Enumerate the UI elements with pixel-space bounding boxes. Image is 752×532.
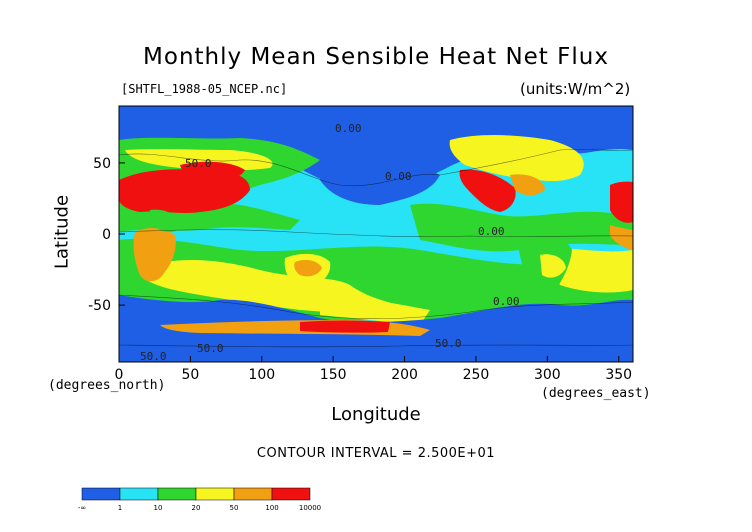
tibet-red: [180, 161, 245, 181]
australia-orange: [294, 260, 322, 277]
file-label: [SHTFL_1988-05_NCEP.nc]: [121, 82, 288, 96]
antarctica-blue: [119, 335, 633, 362]
x-tick-label: 150: [320, 367, 347, 383]
x-axis-label: Longitude: [331, 404, 421, 425]
colorbar-label: -∞: [78, 504, 86, 512]
contour-label: 50.0: [197, 342, 224, 355]
colorbar: -∞ 1 10 20 50 100 10000: [78, 487, 321, 512]
contour-label: 50.0: [185, 157, 212, 170]
y-axis-ticks: 50 0 -50: [88, 156, 125, 314]
contour-label: 0.00: [478, 225, 505, 238]
colorbar-swatch: [157, 487, 197, 501]
x-tick-label: 250: [463, 367, 490, 383]
x-axis-unit: (degrees_east): [541, 386, 651, 401]
x-tick-label: 100: [248, 367, 275, 383]
south-pacific-yellow: [320, 298, 430, 325]
colorbar-swatch: [233, 487, 273, 501]
colorbar-label: 10: [154, 504, 163, 512]
colorbar-swatch: [195, 487, 235, 501]
colorbar-label: 100: [265, 504, 278, 512]
antarctic-coast-red: [300, 320, 390, 333]
colorbar-label: 10000: [299, 504, 321, 512]
north-america-yellow: [449, 135, 584, 182]
y-axis-label: Latitude: [51, 194, 73, 270]
y-tick-label: 0: [102, 227, 111, 243]
chart-title: Monthly Mean Sensible Heat Net Flux: [143, 44, 609, 70]
contour-label: 0.00: [493, 295, 520, 308]
contour-lines: [119, 149, 633, 348]
x-tick-label: 300: [534, 367, 561, 383]
south-america-yellow: [540, 254, 566, 278]
north-pacific-blue: [320, 155, 440, 205]
north-america-orange: [510, 174, 545, 196]
y-tick-label: 50: [93, 156, 111, 172]
colorbar-swatch: [81, 487, 121, 501]
x-tick-label: 200: [391, 367, 418, 383]
x-tick-label: 0: [115, 367, 124, 383]
contour-label-group: 0.00 50.0 0.00 0.00 0.00 50.0 50.0 50.0: [140, 122, 520, 363]
colorbar-swatch: [119, 487, 159, 501]
colorbar-label: 20: [192, 504, 201, 512]
contour-label: 50.0: [140, 350, 167, 363]
map-area: 0.00 50.0 0.00 0.00 0.00 50.0 50.0 50.0: [119, 106, 633, 363]
contour-interval-note: CONTOUR INTERVAL = 2.500E+01: [256, 446, 496, 461]
x-axis-ticks: 0 50 100 150 200 250 300 350: [115, 356, 632, 383]
y-tick-label: -50: [88, 298, 111, 314]
y-axis-unit: (degrees_north): [48, 378, 166, 393]
contour-label: 0.00: [335, 122, 362, 135]
africa-east-edge-orange: [610, 225, 633, 250]
contour-label: 0.00: [385, 170, 412, 183]
colorbar-label: 1: [118, 504, 122, 512]
atlantic-green-band: [410, 203, 633, 252]
colorbar-swatch: [271, 487, 311, 501]
colorbar-label: 50: [230, 504, 239, 512]
x-tick-label: 50: [181, 367, 199, 383]
contour-label: 50.0: [435, 337, 462, 350]
africa-green: [149, 209, 182, 233]
africa-orange: [133, 228, 176, 282]
north-america-red: [459, 169, 516, 212]
units-label: (units:W/m^2): [520, 80, 631, 98]
x-tick-label: 350: [605, 367, 632, 383]
arctic-blue-region: [119, 106, 633, 186]
africa-east-edge-red: [610, 181, 633, 223]
